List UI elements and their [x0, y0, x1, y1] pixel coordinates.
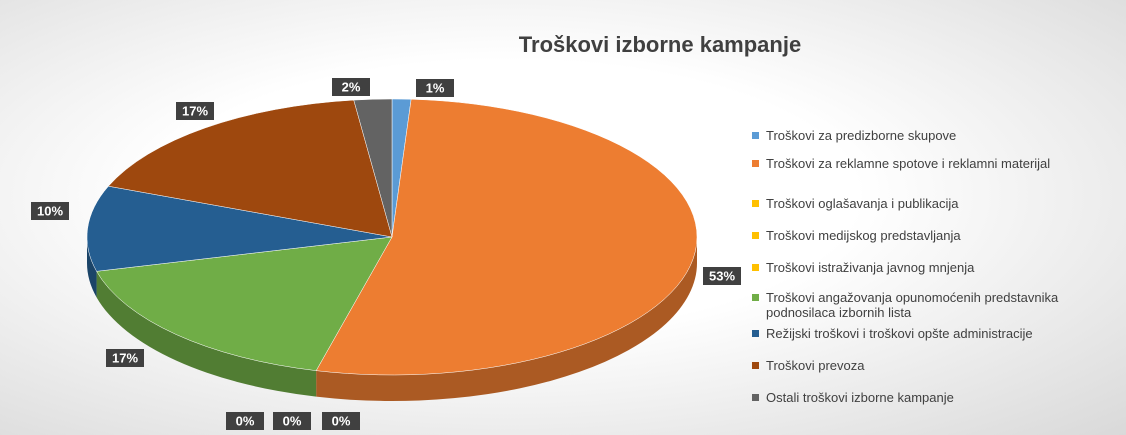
slice	[315, 99, 698, 376]
data-label: 0%	[283, 413, 302, 428]
legend-label: Troškovi istraživanja javnog mnjenja	[766, 260, 975, 275]
data-label: 1%	[426, 80, 445, 95]
data-label-box	[703, 267, 741, 285]
slice	[107, 99, 393, 238]
legend-item: Troškovi medijskog predstavljanja	[752, 228, 1122, 243]
data-label: 0%	[332, 413, 351, 428]
legend-label: Troškovi za reklamne spotove i reklamni …	[766, 156, 1051, 171]
data-label-box	[273, 412, 311, 430]
pie-top	[86, 98, 698, 376]
legend-swatch	[752, 394, 759, 401]
legend-item: Ostali troškovi izborne kampanje	[752, 390, 1122, 405]
chart-title: Troškovi izborne kampanje	[519, 32, 801, 57]
slice-side	[87, 237, 97, 298]
data-label-box	[31, 202, 69, 220]
legend-label: Troškovi prevoza	[766, 358, 865, 373]
data-label-box	[416, 79, 454, 97]
data-label: 10%	[37, 203, 63, 218]
data-label: 17%	[182, 103, 208, 118]
legend-item: Troškovi istraživanja javnog mnjenja	[752, 260, 1122, 275]
legend-swatch	[752, 330, 759, 337]
pie-sides	[87, 237, 697, 401]
legend-swatch	[752, 294, 759, 301]
legend-swatch	[752, 362, 759, 369]
data-label: 53%	[709, 268, 735, 283]
legend-label: Troškovi angažovanja opunomoćenih predst…	[766, 290, 1059, 320]
legend-item: Troškovi oglašavanja i publikacija	[752, 196, 1122, 211]
slice	[86, 185, 393, 272]
legend-item: Režijski troškovi i troškovi opšte admin…	[752, 326, 1122, 341]
data-label-box	[106, 349, 144, 367]
legend-item: Troškovi za predizborne skupove	[752, 128, 1122, 143]
data-label-box	[322, 412, 360, 430]
data-label-box	[176, 102, 214, 120]
slice	[353, 98, 393, 238]
data-label: 17%	[112, 350, 138, 365]
legend-item: Troškovi angažovanja opunomoćenih predst…	[752, 290, 1122, 320]
slice-side	[96, 271, 317, 397]
data-label-box	[226, 412, 264, 430]
slice-side	[316, 237, 697, 401]
legend-label: Troškovi medijskog predstavljanja	[766, 228, 961, 243]
legend-swatch	[752, 232, 759, 239]
legend-swatch	[752, 132, 759, 139]
legend-swatch	[752, 160, 759, 167]
legend-swatch	[752, 264, 759, 271]
legend-item: Troškovi za reklamne spotove i reklamni …	[752, 156, 1122, 171]
data-label: 0%	[236, 413, 255, 428]
legend-label: Troškovi oglašavanja i publikacija	[766, 196, 959, 211]
legend-label: Ostali troškovi izborne kampanje	[766, 390, 954, 405]
legend-item: Troškovi prevoza	[752, 358, 1122, 373]
legend-swatch	[752, 200, 759, 207]
data-label: 2%	[342, 79, 361, 94]
legend-label: Troškovi za predizborne skupove	[766, 128, 957, 143]
slice	[96, 236, 393, 371]
data-label-box	[332, 78, 370, 96]
legend-label: Režijski troškovi i troškovi opšte admin…	[766, 326, 1033, 341]
